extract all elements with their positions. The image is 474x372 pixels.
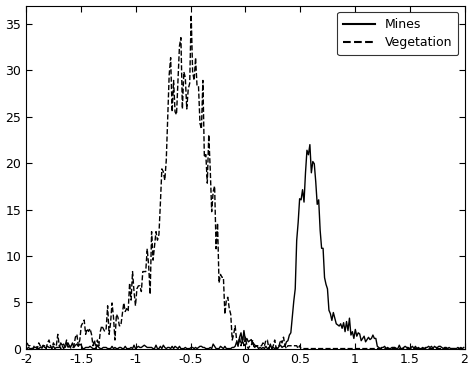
- Vegetation: [24, 341, 30, 345]
- Vegetation: [36, 341, 42, 345]
- Vegetation: [28, 346, 34, 351]
- Vegetation: [301, 346, 307, 351]
- Mines: [35, 346, 40, 351]
- Line: Vegetation: Vegetation: [27, 15, 464, 349]
- Vegetation: [372, 346, 377, 351]
- Vegetation: [260, 341, 266, 345]
- Vegetation: [188, 13, 194, 17]
- Vegetation: [419, 346, 424, 351]
- Vegetation: [461, 346, 466, 351]
- Mines: [307, 142, 313, 147]
- Mines: [370, 333, 376, 337]
- Line: Mines: Mines: [27, 145, 464, 349]
- Mines: [461, 345, 466, 350]
- Vegetation: [168, 55, 173, 60]
- Mines: [257, 345, 263, 350]
- Mines: [298, 198, 304, 202]
- Mines: [24, 346, 30, 351]
- Mines: [166, 345, 172, 350]
- Legend: Mines, Vegetation: Mines, Vegetation: [337, 12, 458, 55]
- Mines: [417, 346, 423, 351]
